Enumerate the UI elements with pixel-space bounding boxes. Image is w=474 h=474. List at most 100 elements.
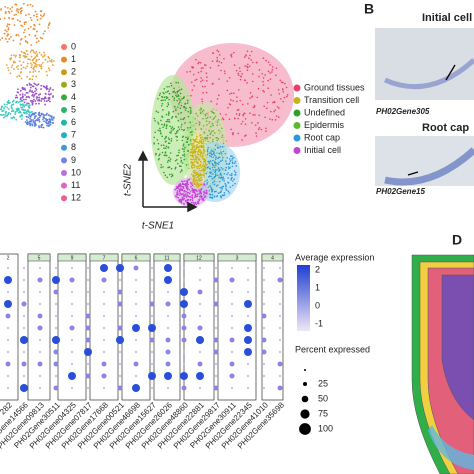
cell-point [17, 107, 19, 110]
cell-point [35, 92, 38, 95]
cell-point [277, 116, 280, 118]
expr-dot [262, 374, 266, 378]
cell-point [179, 99, 182, 102]
cell-point [214, 174, 217, 177]
column-header [217, 253, 257, 262]
expr-dot [22, 314, 26, 318]
cell-point [216, 56, 219, 59]
legend-dot [61, 56, 67, 63]
cell-point [38, 126, 41, 129]
cell-point [52, 95, 54, 97]
cell-point [203, 157, 206, 160]
cell-point [34, 52, 37, 55]
cell-point [38, 112, 41, 115]
expr-dot [148, 324, 156, 332]
cell-point [161, 151, 164, 154]
cell-point [178, 151, 180, 154]
cell-point [3, 113, 5, 116]
cell-point [161, 116, 164, 118]
cell-point [263, 91, 265, 93]
cell-point [220, 190, 223, 192]
cell-point [231, 159, 233, 161]
cell-point [224, 169, 227, 171]
expr-dot [230, 326, 234, 330]
cell-point [159, 129, 161, 132]
cell-point [226, 157, 229, 159]
cell-point [31, 103, 34, 106]
expr-dot [69, 277, 75, 283]
cell-point [178, 198, 181, 201]
cell-point [197, 202, 200, 205]
cell-point [209, 160, 212, 162]
cell-point [200, 108, 203, 111]
expr-dot [196, 372, 204, 380]
cell-point [170, 140, 173, 142]
cell-point [175, 193, 178, 196]
cell-point [204, 85, 206, 88]
expr-dot [70, 338, 74, 342]
cell-point [164, 147, 167, 150]
cell-point [32, 61, 35, 64]
expr-dot [85, 313, 91, 319]
cell-point [30, 114, 33, 116]
cell-point [38, 102, 40, 105]
cell-point [198, 199, 201, 202]
cell-point [253, 106, 256, 108]
cell-point [249, 92, 252, 94]
cell-point [7, 10, 10, 13]
cell-point [270, 110, 272, 113]
cell-point [197, 151, 199, 153]
cell-point [186, 193, 188, 195]
cell-point [167, 103, 170, 106]
cell-point [204, 113, 207, 116]
cell-point [220, 69, 222, 72]
cell-point [182, 143, 185, 145]
expr-dot [278, 350, 282, 354]
cell-point [270, 94, 272, 96]
expr-dot [164, 276, 172, 284]
cell-point [205, 112, 208, 115]
expr-dot [262, 302, 266, 306]
cell-point [10, 66, 13, 69]
cell-point [38, 58, 40, 61]
cell-point [7, 69, 10, 72]
column-header [261, 253, 284, 262]
expr-dot [196, 336, 204, 344]
cell-point [191, 198, 194, 200]
expr-dot [181, 337, 187, 343]
cell-point [186, 188, 189, 191]
cell-point [181, 180, 183, 183]
cell-point [192, 191, 195, 194]
expr-dot [20, 384, 28, 392]
cell-point [43, 117, 45, 120]
cell-point [163, 123, 166, 125]
cell-point [32, 85, 35, 88]
cell-point [10, 54, 13, 57]
expr-dot [261, 349, 267, 355]
cell-point [40, 97, 43, 100]
cell-point [219, 145, 222, 148]
cell-point [8, 23, 11, 26]
cell-point [198, 198, 200, 201]
cell-point [42, 32, 45, 35]
expr-dot [180, 288, 188, 296]
expr-dot [133, 361, 139, 367]
expr-dot [38, 290, 42, 294]
cell-point [181, 139, 184, 142]
cell-point [224, 152, 227, 155]
cell-point [219, 191, 222, 194]
cell-point [168, 98, 170, 101]
cell-point [34, 10, 37, 13]
cell-point [15, 118, 18, 121]
cell-point [232, 180, 234, 182]
cell-point [267, 79, 269, 82]
cell-point [8, 11, 11, 14]
cell-point [177, 129, 179, 132]
cell-point [249, 112, 251, 115]
cell-point [244, 123, 247, 126]
cell-point [41, 37, 44, 40]
cell-point [11, 6, 14, 9]
cell-point [192, 202, 195, 204]
cell-point [3, 17, 6, 20]
cell-point [208, 162, 211, 164]
